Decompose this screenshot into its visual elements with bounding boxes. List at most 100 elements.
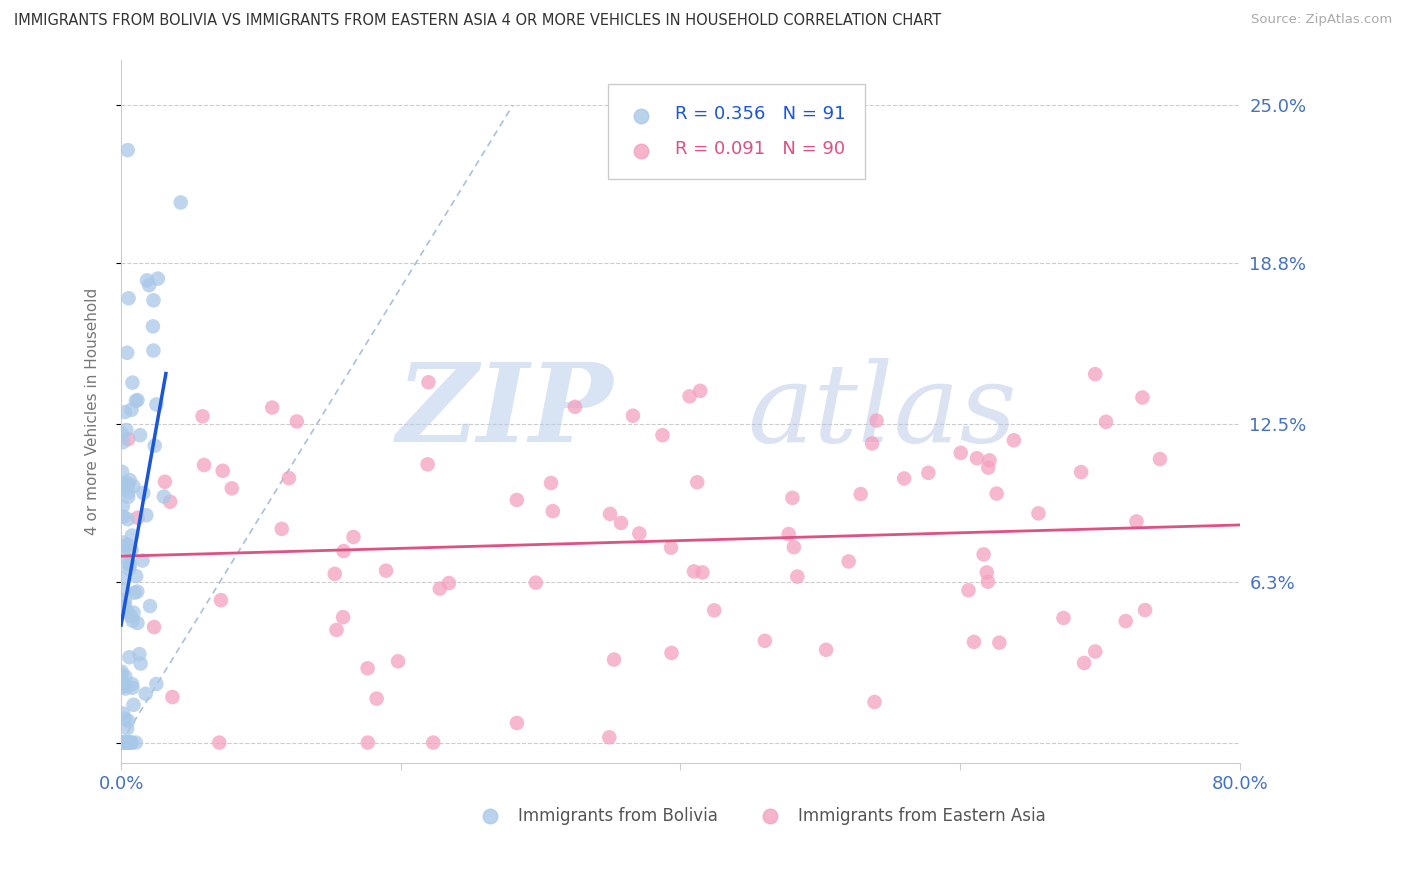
Point xyxy=(145,677,167,691)
Point xyxy=(966,451,988,466)
Point xyxy=(692,566,714,580)
Point xyxy=(849,487,872,501)
Point xyxy=(1132,391,1154,405)
Text: R = 0.091   N = 90: R = 0.091 N = 90 xyxy=(675,140,845,158)
Point xyxy=(121,376,143,390)
Point xyxy=(208,735,231,749)
Point xyxy=(977,574,1000,589)
Point xyxy=(754,633,776,648)
Text: Immigrants from Eastern Asia: Immigrants from Eastern Asia xyxy=(797,806,1046,825)
Point xyxy=(564,400,586,414)
Point xyxy=(111,680,134,694)
Point xyxy=(686,475,709,490)
Point xyxy=(121,402,143,417)
Point xyxy=(506,715,529,730)
Point xyxy=(125,394,148,409)
Point xyxy=(117,714,139,728)
Point xyxy=(110,571,132,585)
Point xyxy=(136,273,159,287)
Point xyxy=(429,582,451,596)
Point xyxy=(159,494,181,508)
Point xyxy=(170,195,193,210)
Point xyxy=(610,516,633,530)
Point xyxy=(143,620,166,634)
Point xyxy=(332,544,354,558)
Point xyxy=(285,415,308,429)
Point xyxy=(124,585,146,599)
Point xyxy=(782,491,804,505)
Point xyxy=(121,543,143,558)
Point xyxy=(209,593,232,607)
Point xyxy=(387,654,409,668)
Point xyxy=(117,735,139,749)
Point xyxy=(976,566,998,580)
Point xyxy=(838,554,860,568)
Point xyxy=(1002,434,1025,448)
Text: Immigrants from Bolivia: Immigrants from Bolivia xyxy=(519,806,718,825)
Point xyxy=(366,691,388,706)
Point xyxy=(117,478,139,492)
Point xyxy=(1084,367,1107,381)
Point xyxy=(1084,644,1107,658)
Point xyxy=(112,600,135,615)
Point xyxy=(111,465,134,479)
Point xyxy=(146,271,169,285)
Point xyxy=(128,647,150,661)
Point xyxy=(979,453,1001,467)
Point xyxy=(949,446,972,460)
Point xyxy=(115,346,138,360)
Point xyxy=(957,583,980,598)
Text: Source: ZipAtlas.com: Source: ZipAtlas.com xyxy=(1251,13,1392,27)
Point xyxy=(153,490,176,504)
Point xyxy=(110,668,132,682)
Point xyxy=(1052,611,1074,625)
Text: IMMIGRANTS FROM BOLIVIA VS IMMIGRANTS FROM EASTERN ASIA 4 OR MORE VEHICLES IN HO: IMMIGRANTS FROM BOLIVIA VS IMMIGRANTS FR… xyxy=(14,13,941,29)
Point xyxy=(115,722,138,736)
Point xyxy=(153,475,176,489)
Point xyxy=(118,558,141,572)
Point xyxy=(162,690,184,704)
Point xyxy=(121,681,143,695)
Point xyxy=(110,673,132,688)
Point xyxy=(118,562,141,576)
Point xyxy=(860,436,883,450)
Point xyxy=(357,735,380,749)
Point xyxy=(121,677,143,691)
Point xyxy=(112,509,135,524)
Point xyxy=(135,508,157,523)
Point xyxy=(145,397,167,411)
Point xyxy=(1095,415,1118,429)
Point xyxy=(1073,656,1095,670)
Point xyxy=(683,565,706,579)
Point xyxy=(524,575,547,590)
Point xyxy=(142,343,165,358)
Point xyxy=(131,553,153,567)
Point xyxy=(262,401,284,415)
Point xyxy=(703,603,725,617)
Point xyxy=(117,512,139,526)
Point xyxy=(418,376,440,390)
Point xyxy=(114,599,136,613)
Point xyxy=(127,510,149,524)
Text: atlas: atlas xyxy=(748,358,1017,465)
Point xyxy=(599,507,621,521)
Point xyxy=(117,143,139,157)
Point xyxy=(661,646,683,660)
Point xyxy=(659,541,682,555)
Point xyxy=(193,458,215,472)
Point xyxy=(598,731,620,745)
Point xyxy=(114,681,136,696)
Point xyxy=(142,319,165,334)
Point xyxy=(111,500,134,514)
Point xyxy=(122,698,145,712)
Point xyxy=(689,384,711,398)
Point xyxy=(127,584,149,599)
Text: ZIP: ZIP xyxy=(396,358,613,465)
Point xyxy=(114,405,136,419)
Y-axis label: 4 or more Vehicles in Household: 4 or more Vehicles in Household xyxy=(86,287,100,535)
Point xyxy=(122,479,145,493)
Point xyxy=(422,735,444,749)
Point xyxy=(917,466,939,480)
Point xyxy=(120,608,142,623)
Point xyxy=(678,389,700,403)
